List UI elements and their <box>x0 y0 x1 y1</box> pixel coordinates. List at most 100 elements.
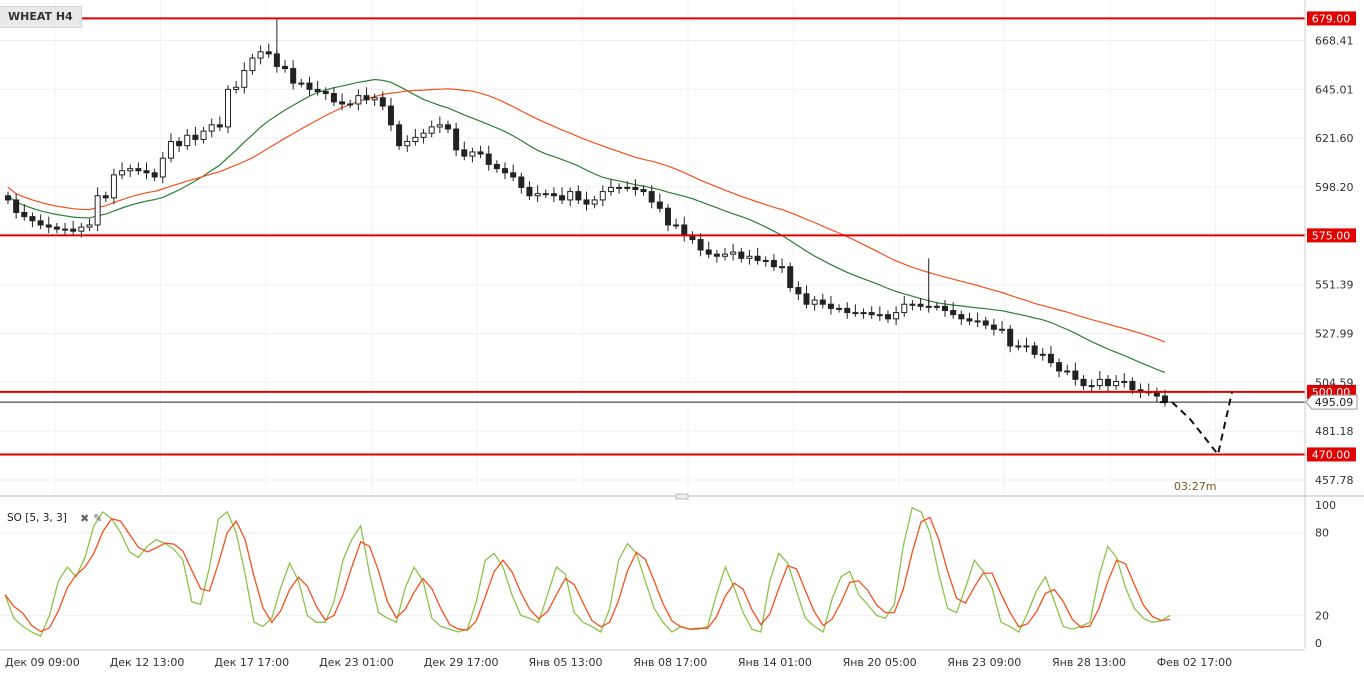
candle <box>583 199 590 205</box>
candle <box>135 168 142 172</box>
candle <box>444 124 451 130</box>
level-badge <box>1307 447 1356 462</box>
candle <box>762 259 769 262</box>
price-tick: 645.01 <box>1315 83 1354 96</box>
candle <box>1104 378 1111 387</box>
candle <box>306 82 313 90</box>
candle <box>167 141 174 159</box>
candle <box>404 141 411 147</box>
candle <box>1064 370 1071 373</box>
candle <box>958 314 965 320</box>
candle <box>705 249 712 255</box>
candle <box>436 124 443 128</box>
candle <box>852 312 859 315</box>
candle <box>102 195 109 199</box>
candle <box>143 170 150 174</box>
candle <box>151 172 158 178</box>
candle <box>249 57 256 72</box>
candle <box>1096 378 1103 387</box>
candle <box>208 124 215 132</box>
candle <box>78 226 85 232</box>
candle <box>1015 345 1022 348</box>
candle <box>917 303 924 307</box>
candle <box>37 220 44 226</box>
candle <box>420 132 427 138</box>
candle <box>363 95 370 101</box>
candle <box>379 97 386 107</box>
candle <box>216 124 223 128</box>
candle <box>811 299 818 305</box>
candle <box>314 88 321 92</box>
candle <box>616 186 623 189</box>
candle <box>412 136 419 143</box>
candle <box>1023 345 1030 348</box>
candle <box>70 228 77 232</box>
candle <box>29 216 36 222</box>
time-tick: Дек 17 17:00 <box>214 656 289 669</box>
price-tick: 504.59 <box>1315 376 1354 389</box>
candle <box>371 97 378 101</box>
candle <box>974 320 981 323</box>
candle-timer: 03:27m <box>1174 480 1217 493</box>
candle <box>200 130 207 140</box>
candle <box>738 251 745 259</box>
candle <box>477 151 484 155</box>
candle <box>901 303 908 314</box>
price-tick: 551.39 <box>1315 279 1354 292</box>
price-tick: 457.78 <box>1315 474 1354 487</box>
candle <box>836 307 843 310</box>
candle <box>347 103 354 106</box>
time-tick: Дек 23 01:00 <box>319 656 394 669</box>
candle <box>819 299 826 305</box>
candle <box>1031 345 1038 355</box>
candle <box>909 303 916 306</box>
so-tick: 0 <box>1315 637 1322 650</box>
candle <box>982 320 989 326</box>
candle <box>176 141 183 147</box>
candle <box>502 168 509 174</box>
price-tick: 527.99 <box>1315 327 1354 340</box>
candle <box>599 191 606 201</box>
candle <box>950 310 957 316</box>
candle <box>746 255 753 259</box>
candle <box>453 128 460 151</box>
so-d-line <box>4 516 1171 633</box>
candle <box>664 207 671 226</box>
candles <box>5 18 1168 407</box>
candle <box>559 195 566 201</box>
close-icon[interactable]: ✖ <box>80 512 90 525</box>
candle <box>648 191 655 203</box>
price-tick: 481.18 <box>1315 425 1354 438</box>
candle <box>795 287 802 295</box>
price-tick: 668.41 <box>1315 35 1354 48</box>
indicator-controls: ✖ ✎ <box>80 512 106 525</box>
ma-red-line <box>7 88 1166 343</box>
candle <box>624 186 631 189</box>
candle <box>550 193 557 197</box>
level-label: 679.00 <box>1312 12 1351 25</box>
candle <box>942 305 949 311</box>
candle <box>990 324 997 330</box>
time-tick: Янв 05 13:00 <box>529 656 603 669</box>
candle <box>469 151 476 157</box>
so-tick: 80 <box>1315 527 1329 540</box>
so-tick: 100 <box>1315 499 1336 512</box>
candle <box>110 174 117 199</box>
candle <box>241 70 248 88</box>
candle <box>192 134 199 140</box>
price-axis: 668.41 645.01 621.60 598.20 551.39 527.99 504.… <box>0 0 1364 648</box>
level-label: 575.00 <box>1312 229 1351 242</box>
time-tick: Янв 20 05:00 <box>843 656 917 669</box>
candle <box>656 201 663 209</box>
candle <box>844 307 851 314</box>
candle <box>330 93 337 103</box>
candle <box>396 124 403 147</box>
wrench-icon[interactable]: ✎ <box>93 512 103 525</box>
current-price-label: 495.09 <box>1315 396 1354 409</box>
gridlines <box>0 0 1305 492</box>
candle <box>567 191 574 201</box>
candle <box>290 68 297 84</box>
